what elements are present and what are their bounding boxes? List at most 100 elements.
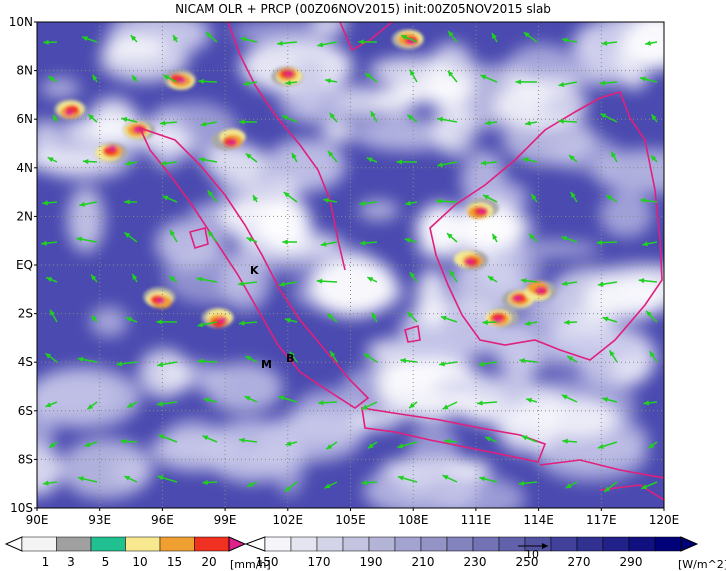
wind-arrow-head [409, 402, 415, 409]
cloud [215, 178, 303, 201]
wind-arrow-head [202, 435, 209, 441]
cloud [432, 374, 540, 400]
wind-arrow-head [397, 475, 404, 481]
wind-arrow-head [324, 483, 331, 489]
wind-arrow-head [650, 155, 657, 161]
wind-arrow-head [281, 115, 288, 121]
wind-arrow-head [46, 277, 53, 282]
wind-arrow-head [317, 42, 324, 48]
colorbar-segment [446, 536, 474, 552]
colorbar-label: 20 [201, 555, 216, 569]
colorbar-segment [21, 536, 57, 552]
wind-arrow-head [638, 278, 645, 284]
wind-arrow-head [409, 272, 416, 278]
wind-arrow-head [285, 441, 292, 447]
lat-label: 10N [9, 15, 33, 29]
wind-arrow-head [609, 350, 615, 357]
wind-arrow-head [363, 353, 370, 359]
wind-arrow-head [277, 40, 283, 46]
wind-arrow-head [173, 35, 179, 42]
wind-arrow-head [397, 443, 404, 449]
wind-arrow-head [169, 276, 176, 282]
wind-arrow-head [253, 195, 258, 202]
cloud [37, 366, 141, 429]
wind-arrow-head [361, 404, 368, 410]
wind-arrow-head [50, 309, 55, 316]
wind-arrow-head [285, 80, 291, 86]
lon-label: 105E [335, 513, 366, 527]
wind-arrow-head [602, 397, 609, 403]
precip-cell [108, 145, 117, 151]
wind-arrow-head [199, 157, 205, 163]
lon-label: 102E [273, 513, 304, 527]
wind-arrow-head [437, 116, 444, 123]
wind-arrow-head [156, 319, 162, 325]
wind-arrow-head [404, 237, 411, 243]
wind-arrow-head [439, 361, 445, 367]
wind-arrow-head [47, 157, 54, 163]
wind-arrow-head [561, 235, 568, 241]
wind-arrow-head [278, 395, 285, 401]
cloud [310, 255, 397, 317]
colorbar-segment [56, 536, 92, 552]
colorbar-label: 290 [620, 555, 643, 569]
precip-cell [156, 298, 165, 304]
annotation: B [286, 352, 294, 365]
wind-arrow-head [358, 39, 364, 45]
wind-arrow-head [567, 356, 574, 362]
wind-arrow-head [245, 356, 252, 361]
wind-arrow-head [407, 311, 414, 318]
wind-arrow-head [365, 73, 372, 79]
cloud [428, 42, 475, 101]
wind-arrow-head [127, 402, 134, 408]
lon-label: 108E [398, 513, 429, 527]
wind-arrow-head [197, 358, 204, 364]
wind-arrow-head [124, 232, 131, 238]
wind-arrow-head [88, 114, 94, 120]
cloud [374, 84, 416, 117]
wind-arrow-head [320, 241, 327, 247]
plot-area [37, 22, 664, 508]
wind-arrow-head [649, 351, 655, 358]
cloud [624, 264, 664, 306]
wind-arrow-head [159, 120, 166, 126]
precip-cell [478, 208, 487, 214]
cloud [237, 229, 343, 260]
wind-arrow-head [642, 241, 649, 247]
wind-arrow-head [401, 35, 408, 40]
wind-arrow-head [91, 315, 98, 322]
colorbar-segment [472, 536, 500, 552]
lon-label: 90E [26, 513, 49, 527]
cloud [67, 186, 105, 253]
wind-arrow-head [407, 114, 414, 121]
lat-label: 10S [10, 501, 33, 515]
wind-arrow-head [162, 195, 169, 201]
wind-arrow-head [76, 236, 83, 242]
colorbar-label: 170 [308, 555, 331, 569]
wind-arrow-head [641, 484, 648, 489]
wind-arrow-head [482, 319, 488, 325]
cloud [354, 118, 459, 151]
wind-arrow-head [328, 150, 334, 157]
colorbar-label: 15 [167, 555, 182, 569]
wind-arrow-head [485, 120, 491, 126]
wind-arrow-head [483, 194, 490, 200]
cloud [138, 348, 190, 398]
coastlines [138, 22, 664, 501]
colorbar-label: 230 [464, 555, 487, 569]
precip-cell [513, 295, 522, 302]
wind-arrow-head [596, 239, 603, 246]
wind-arrow-head [361, 480, 367, 486]
cloud [525, 293, 567, 326]
wind-arrow-head [597, 443, 604, 449]
wind-arrow-head [284, 317, 291, 323]
wind-arrow-head [437, 162, 444, 168]
wind-arrow-head [327, 313, 334, 320]
wind-arrow-head [448, 31, 454, 37]
wind-vectors [41, 30, 658, 493]
cloud [321, 121, 356, 143]
wind-arrow-head [45, 402, 52, 408]
wind-arrow-head [116, 361, 122, 367]
annotation: M [261, 358, 272, 371]
